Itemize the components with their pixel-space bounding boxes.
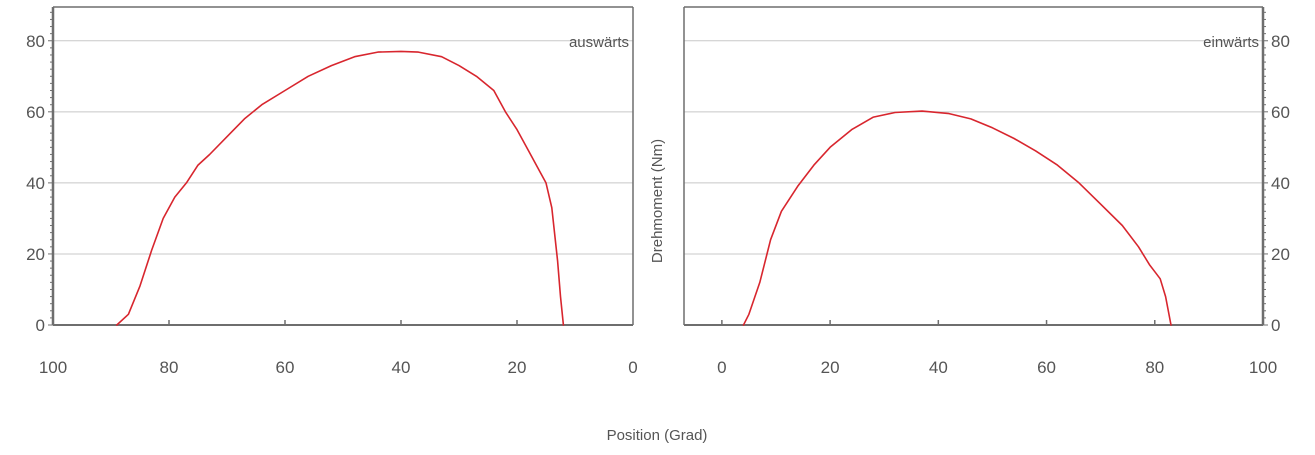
x-tick-label: 100 (1249, 358, 1277, 377)
x-tick-label: 0 (628, 358, 637, 377)
x-tick-label: 60 (1037, 358, 1056, 377)
x-tick-label: 0 (717, 358, 726, 377)
x-tick-label: 80 (160, 358, 179, 377)
series-line-1 (116, 50, 565, 326)
y-tick-label: 40 (1271, 174, 1290, 193)
panel-annotation: auswärts (569, 34, 629, 51)
y-tick-label: 60 (1271, 103, 1290, 122)
y-tick-label: 20 (1271, 245, 1290, 264)
chart-panel-2: 0 20 40 60 80 100 0 20 40 60 80 einwärts Drehmoment … (649, 6, 1290, 377)
y-tick-label: 80 (26, 32, 45, 51)
y-tick-label: 40 (26, 174, 45, 193)
y-tick-label: 0 (1271, 316, 1280, 335)
x-tick-label: 80 (1145, 358, 1164, 377)
y-tick-label: 0 (36, 316, 45, 335)
x-tick-label: 20 (508, 358, 527, 377)
x-tick-label: 40 (929, 358, 948, 377)
y-tick-label: 60 (26, 103, 45, 122)
x-axis-title: Position (Grad) (607, 427, 708, 444)
chart-panel-1: 100 80 60 40 20 0 0 20 40 60 80 auswärts (26, 6, 638, 377)
panel-annotation: einwärts (1203, 34, 1259, 51)
y-axis-title: Drehmoment (Nm) (649, 139, 666, 263)
x-tick-label: 100 (39, 358, 67, 377)
y-tick-label: 20 (26, 245, 45, 264)
x-tick-label: 20 (821, 358, 840, 377)
x-tick-label: 40 (392, 358, 411, 377)
x-tick-label: 60 (276, 358, 295, 377)
y-tick-label: 80 (1271, 32, 1290, 51)
series-line-1 (742, 110, 1172, 326)
